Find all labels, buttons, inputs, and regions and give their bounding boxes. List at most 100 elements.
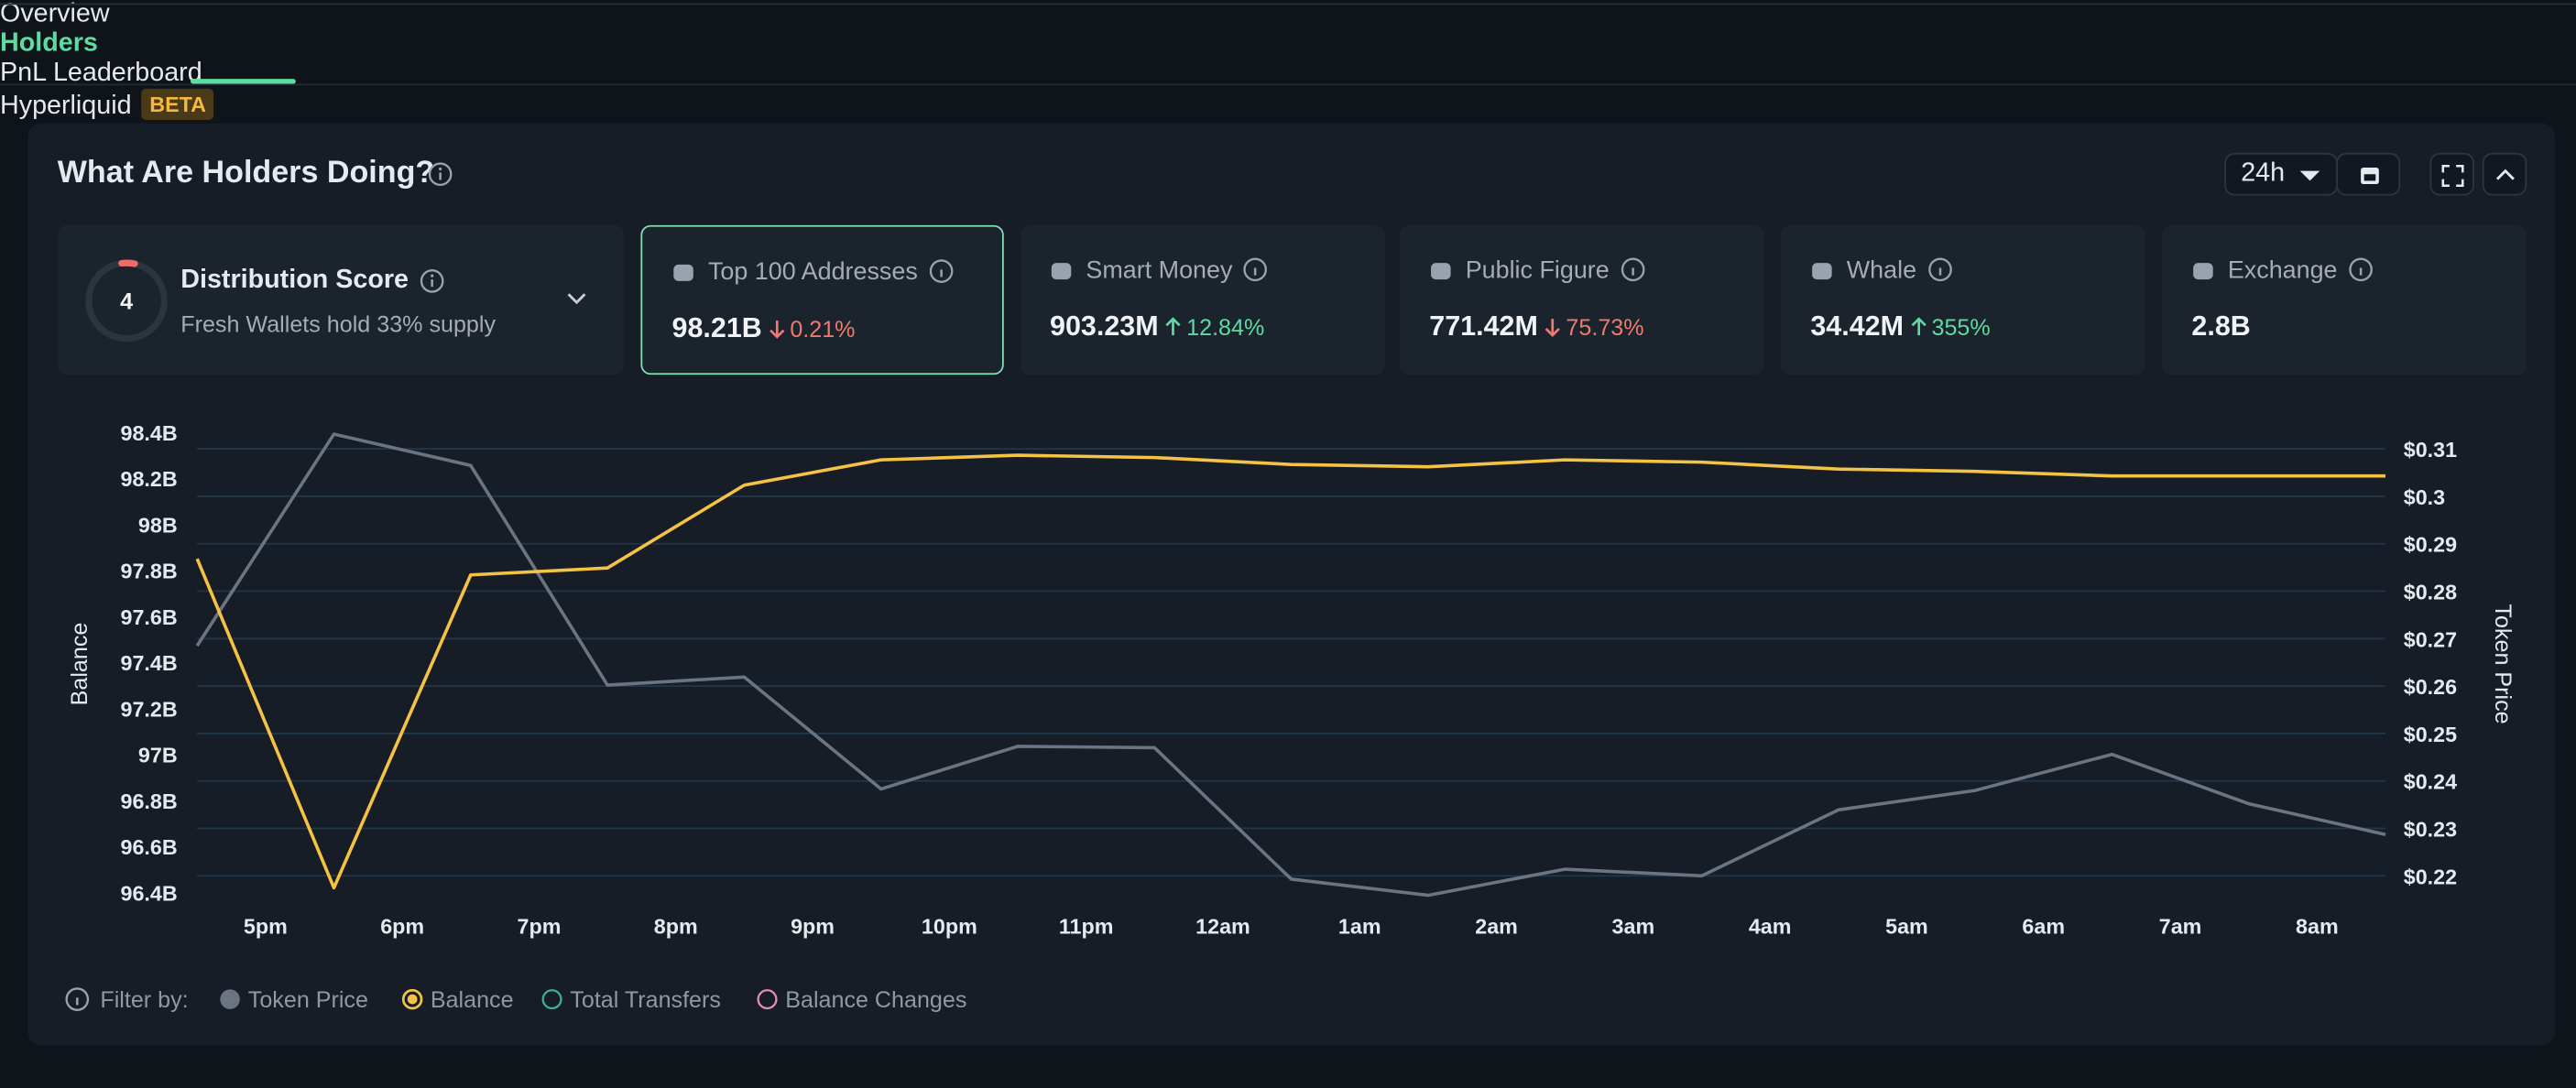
change-arrow [1911,317,1927,336]
series-line [195,432,2386,898]
timeframe-select[interactable]: 24h [2224,152,2339,196]
card-value: 98.21B 0.21% [672,312,856,345]
y2-tick-label: $0.22 [2404,865,2457,888]
legend-swatch [757,989,778,1010]
y2-axis-label: Token Price [2490,604,2516,724]
info-icon [2348,257,2373,282]
y-tick-label: 97.8B [120,560,177,583]
card-value-text: 98.21B [671,311,762,344]
icon-shape [1051,263,1072,280]
legend-label: Total Transfers [570,987,721,1013]
timeframe: 24h [2241,159,2286,188]
metric-card[interactable]: Smart Money 903.23M 12.84% [1020,224,1385,375]
y-tick-label: 96.6B [120,835,177,859]
metric-card[interactable]: Top 100 Addresses 98.21B 0.21% [640,224,1004,375]
panel-title: What Are Holders Doing? [57,156,435,191]
info-ring [929,259,953,283]
active-underline [191,79,296,84]
arrow [1545,319,1561,338]
y-tick-label: 98B [138,513,178,537]
info-icon [428,162,453,187]
series-line [195,453,2386,890]
card-label-text: Exchange [2227,256,2338,285]
card-label: Top 100 Addresses [708,258,954,286]
x-tick-label: 5am [1885,914,1928,938]
distribution-subtitle: Fresh Wallets hold 33% supply [180,310,497,337]
card-value-text: 2.8B [2191,310,2251,343]
metric-card[interactable]: Exchange 2.8B [2162,224,2527,375]
legend-item[interactable]: Balance Changes [757,987,967,1013]
legend-item[interactable]: Total Transfers [541,987,721,1013]
card-value: 34.42M 355% [1810,310,1990,343]
info-icon [420,269,444,293]
y2-tick-label: $0.28 [2404,580,2457,604]
icon-shape [2193,263,2213,280]
x-tick-label: 11pm [1059,914,1114,938]
chevron-down [567,293,586,305]
tab[interactable]: Hyperliquid BETA [0,88,2576,122]
legend-swatch [220,989,240,1009]
x-tick-label: 10pm [922,914,977,938]
score-ring: 4 [85,259,168,343]
info-icon [1621,257,1644,282]
card-value: 2.8B [2191,310,2250,343]
y-tick-label: 96.4B [120,881,177,905]
info-ring [1243,257,1268,282]
card-change-text: 12.84% [1186,313,1265,341]
fullscreen-button[interactable] [2429,152,2474,196]
card-icon [1051,263,1072,280]
info-ring [2348,257,2373,282]
info-ring [65,987,90,1011]
x-tick-label: 6pm [380,914,424,938]
y2-tick-label: $0.31 [2404,438,2457,462]
y2-tick-label: $0.27 [2404,627,2457,651]
tab-label: Hyperliquid [0,92,132,121]
x-tick-label: 4am [1749,914,1792,938]
metric-card[interactable]: Whale 34.42M 355% [1781,224,2146,375]
y2-tick-label: $0.3 [2404,485,2445,509]
tab[interactable]: Holders [0,29,2576,59]
card-label: Public Figure [1465,256,1645,285]
card-value-text: 771.42M [1429,310,1538,343]
y-tick-label: 97B [138,744,178,767]
y2-tick-label: $0.29 [2404,533,2457,557]
distribution-card[interactable]: 4 Distribution Score Fresh Wallets hold … [57,224,625,375]
card-value-text: 903.23M [1049,310,1159,343]
card-value-text: 34.42M [1810,310,1905,343]
x-tick-label: 7am [2159,914,2202,938]
y-tick-label: 98.2B [120,467,177,491]
calendar-icon [2361,168,2379,184]
card-icon [1431,263,1451,280]
metric-card[interactable]: Public Figure 771.42M 75.73% [1399,224,1765,375]
card-icon [673,264,693,281]
collapse-button[interactable] [2482,152,2527,196]
legend [65,987,90,1011]
card-change: 0.21% [769,315,856,343]
y-tick-label: 97.2B [120,697,177,721]
y-tick-label: 96.8B [120,789,177,813]
calendar-button[interactable] [2336,152,2401,196]
tab-label: PnL Leaderboard [0,59,202,88]
x-tick-label: 1am [1338,914,1381,938]
arrow [1911,317,1927,336]
card-change: 12.84% [1165,313,1265,341]
y-tick-label: 98.4B [120,421,177,445]
caret [2299,170,2320,181]
info-ring [1927,257,1951,282]
y2-tick-label: $0.24 [2404,770,2457,794]
legend-item[interactable]: Balance [401,987,514,1013]
tab-label: Holders [0,29,98,58]
card-label-text: Smart Money [1086,256,1233,285]
filter-label: Filter by: [100,987,188,1013]
y2-tick-label: $0.25 [2404,723,2457,746]
card-change-text: 0.21% [790,315,856,343]
card-change: 75.73% [1545,314,1644,340]
icon-shape [673,264,693,281]
tab[interactable]: PnL Leaderboard [0,60,2576,89]
card-label-text: Public Figure [1465,256,1610,285]
x-tick-label: 7pm [517,914,561,938]
legend-item[interactable]: Token Price [220,987,368,1013]
